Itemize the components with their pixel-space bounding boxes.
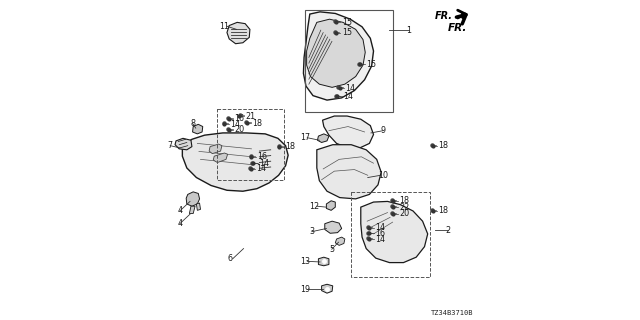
Text: 11: 11 — [219, 22, 229, 31]
Polygon shape — [182, 133, 288, 191]
Text: 13: 13 — [300, 257, 310, 266]
Text: 1: 1 — [406, 26, 411, 35]
Text: 9: 9 — [381, 126, 386, 135]
Text: FR.: FR. — [447, 23, 467, 33]
Text: 18: 18 — [285, 142, 295, 151]
Text: FR.: FR. — [435, 11, 453, 21]
Text: 21: 21 — [245, 112, 255, 121]
Bar — [305, 10, 394, 112]
Polygon shape — [323, 116, 374, 148]
Polygon shape — [307, 19, 365, 87]
Text: 2: 2 — [446, 226, 451, 235]
Polygon shape — [326, 201, 335, 210]
Polygon shape — [175, 138, 192, 150]
Text: 14: 14 — [230, 120, 240, 129]
Text: 10: 10 — [378, 171, 388, 180]
Text: 14: 14 — [346, 84, 355, 93]
Polygon shape — [321, 284, 333, 293]
Polygon shape — [335, 237, 345, 245]
Polygon shape — [213, 153, 228, 163]
Polygon shape — [317, 145, 381, 199]
Polygon shape — [196, 203, 200, 210]
Text: 14: 14 — [375, 223, 385, 232]
Polygon shape — [189, 206, 195, 213]
Text: 6: 6 — [228, 254, 233, 263]
Text: 7: 7 — [168, 141, 173, 150]
Text: 22: 22 — [399, 203, 409, 212]
Polygon shape — [227, 22, 250, 44]
Bar — [351, 192, 430, 277]
Polygon shape — [317, 134, 329, 142]
Text: 15: 15 — [342, 28, 352, 37]
Text: 14: 14 — [259, 159, 269, 168]
Polygon shape — [361, 201, 428, 263]
Text: 18: 18 — [252, 119, 262, 128]
Text: 15: 15 — [366, 60, 376, 69]
Text: 14: 14 — [256, 164, 266, 173]
Text: 4: 4 — [177, 206, 182, 215]
Polygon shape — [303, 12, 374, 100]
Bar — [218, 109, 284, 180]
Text: 18: 18 — [399, 196, 409, 205]
Text: 16: 16 — [375, 229, 385, 238]
Text: 12: 12 — [309, 202, 319, 211]
Polygon shape — [193, 124, 203, 134]
Text: 4: 4 — [177, 219, 182, 228]
Text: 20: 20 — [399, 209, 409, 218]
Text: 14: 14 — [343, 92, 353, 101]
Polygon shape — [324, 221, 342, 233]
Text: 17: 17 — [300, 133, 310, 142]
Text: 14: 14 — [375, 235, 385, 244]
Polygon shape — [319, 257, 329, 266]
Polygon shape — [186, 192, 200, 206]
Text: TZ34B3710B: TZ34B3710B — [431, 310, 473, 316]
Polygon shape — [209, 144, 222, 154]
Text: 18: 18 — [438, 206, 449, 215]
Text: 16: 16 — [257, 152, 267, 161]
Text: 8: 8 — [190, 119, 195, 128]
Text: 16: 16 — [235, 114, 244, 123]
Text: 3: 3 — [309, 227, 314, 236]
Text: 19: 19 — [300, 285, 310, 294]
Text: 20: 20 — [235, 125, 244, 134]
Text: 15: 15 — [342, 18, 352, 27]
Text: 18: 18 — [438, 141, 449, 150]
Text: 5: 5 — [329, 245, 334, 254]
